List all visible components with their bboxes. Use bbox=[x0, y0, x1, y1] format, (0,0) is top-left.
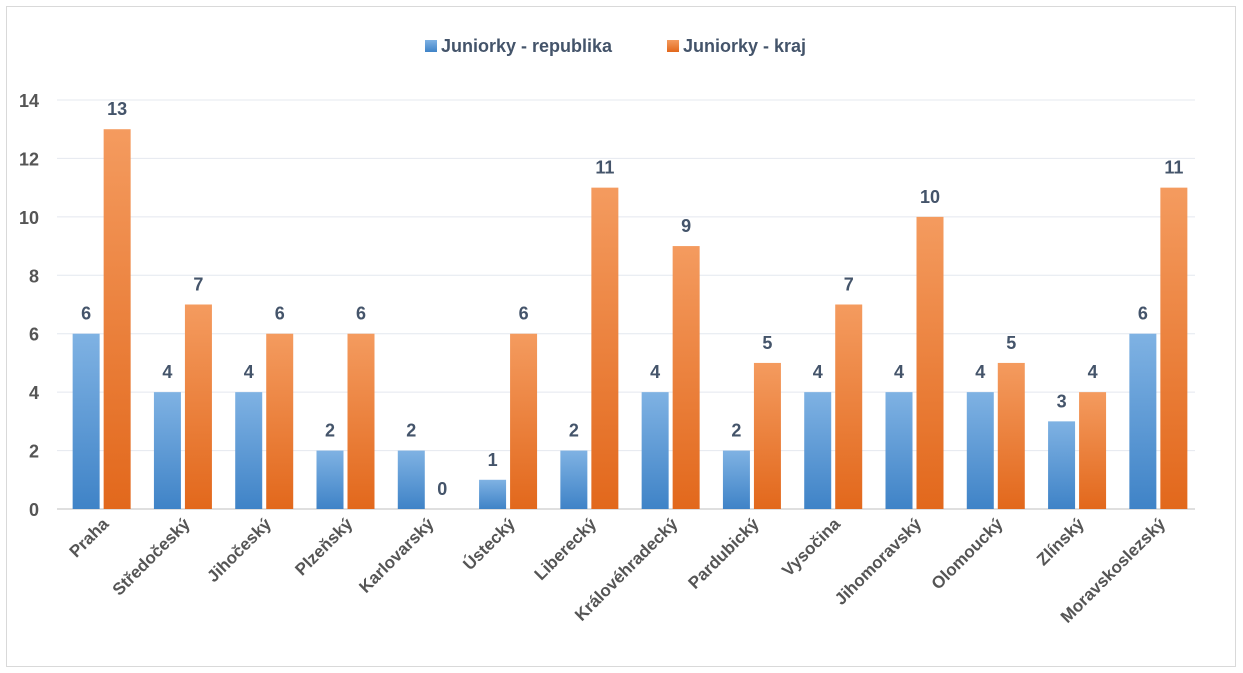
bar-republika bbox=[479, 479, 507, 509]
bar-kraj bbox=[184, 304, 212, 509]
chart-frame: 0 2 4 6 8 10 12 14 6 13 4 7 4 6 2 6 2 0 1 6 2 11 4 9 2 5 4 7 4 10 4 5 3… bbox=[6, 6, 1236, 667]
bar-republika bbox=[966, 392, 994, 509]
data-label: 1 bbox=[488, 450, 498, 470]
data-label: 4 bbox=[650, 362, 660, 382]
data-label: 6 bbox=[1138, 304, 1148, 324]
bar-republika bbox=[1129, 333, 1157, 509]
data-label: 4 bbox=[975, 362, 985, 382]
y-tick-label: 8 bbox=[29, 266, 39, 286]
bar-kraj bbox=[510, 333, 538, 509]
y-tick-label: 12 bbox=[19, 149, 39, 169]
bar-kraj bbox=[591, 187, 619, 509]
y-tick-label: 4 bbox=[29, 383, 39, 403]
data-label: 2 bbox=[406, 421, 416, 441]
legend-swatch-republika bbox=[425, 40, 437, 52]
legend-label-republika: Juniorky - republika bbox=[441, 36, 613, 56]
bar-republika bbox=[316, 450, 344, 509]
bar-kraj bbox=[1160, 187, 1188, 509]
y-tick-label: 14 bbox=[19, 91, 39, 111]
bar-kraj bbox=[753, 362, 781, 509]
x-category-label: Jihomoravský bbox=[831, 514, 926, 609]
x-category-label: Ústecký bbox=[459, 514, 519, 574]
bar-republika bbox=[804, 392, 832, 509]
data-label: 7 bbox=[193, 275, 203, 295]
y-tick-label: 2 bbox=[29, 442, 39, 462]
data-label: 11 bbox=[595, 158, 614, 178]
bar-kraj bbox=[103, 129, 131, 509]
data-label: 4 bbox=[894, 362, 904, 382]
y-tick-label: 10 bbox=[19, 208, 39, 228]
bar-kraj bbox=[672, 246, 700, 510]
legend-label-kraj: Juniorky - kraj bbox=[683, 36, 806, 56]
data-label: 2 bbox=[569, 421, 579, 441]
data-label: 4 bbox=[162, 362, 172, 382]
bar-republika bbox=[72, 333, 100, 509]
data-label: 6 bbox=[519, 304, 529, 324]
x-category-label: Pardubický bbox=[685, 514, 764, 593]
y-tick-label: 0 bbox=[29, 500, 39, 520]
x-category-label: Liberecký bbox=[531, 514, 601, 584]
data-label: 2 bbox=[325, 421, 335, 441]
data-label: 6 bbox=[81, 304, 91, 324]
legend: Juniorky - republika Juniorky - kraj bbox=[425, 36, 806, 56]
bar-kraj bbox=[997, 362, 1025, 509]
x-category-label: Jihočeský bbox=[203, 514, 275, 586]
bar-kraj bbox=[347, 333, 375, 509]
x-category-label: Praha bbox=[66, 514, 113, 561]
x-category-label: Plzeňský bbox=[291, 514, 356, 579]
x-category-label: Olomoucký bbox=[928, 514, 1007, 593]
data-label: 4 bbox=[1088, 362, 1098, 382]
data-labels: 6 13 4 7 4 6 2 6 2 0 1 6 2 11 4 9 2 5 4 7 4 10 4 5 3 4 6 11 bbox=[81, 99, 1183, 499]
bar-republika bbox=[722, 450, 750, 509]
data-label: 0 bbox=[437, 479, 447, 499]
data-label: 5 bbox=[762, 333, 772, 353]
bar-republika bbox=[397, 450, 425, 509]
x-category-label: Vysočina bbox=[778, 514, 844, 580]
bar-kraj bbox=[916, 216, 944, 509]
bar-republika bbox=[885, 392, 913, 509]
bar-chart: 0 2 4 6 8 10 12 14 6 13 4 7 4 6 2 6 2 0 1 6 2 11 4 9 2 5 4 7 4 10 4 5 3… bbox=[19, 36, 1195, 627]
bar-republika bbox=[641, 392, 669, 509]
data-label: 13 bbox=[107, 99, 127, 119]
bar-republika bbox=[560, 450, 588, 509]
bar-kraj bbox=[1079, 392, 1107, 509]
data-label: 7 bbox=[844, 275, 854, 295]
x-category-label: Karlovarský bbox=[355, 514, 438, 597]
bars bbox=[72, 129, 1188, 510]
data-label: 3 bbox=[1057, 391, 1067, 411]
y-axis-ticks: 0 2 4 6 8 10 12 14 bbox=[19, 91, 39, 520]
x-category-label: Středočeský bbox=[109, 514, 194, 599]
bar-kraj bbox=[266, 333, 294, 509]
data-label: 10 bbox=[920, 187, 940, 207]
x-category-label: Zlínský bbox=[1033, 514, 1088, 569]
y-tick-label: 6 bbox=[29, 325, 39, 345]
data-label: 2 bbox=[731, 421, 741, 441]
data-label: 6 bbox=[356, 304, 366, 324]
data-label: 11 bbox=[1164, 158, 1183, 178]
data-label: 4 bbox=[244, 362, 254, 382]
data-label: 9 bbox=[681, 216, 691, 236]
data-label: 4 bbox=[813, 362, 823, 382]
bar-republika bbox=[235, 392, 263, 509]
legend-swatch-kraj bbox=[667, 40, 679, 52]
data-label: 5 bbox=[1006, 333, 1016, 353]
bar-republika bbox=[1048, 421, 1076, 509]
data-label: 6 bbox=[275, 304, 285, 324]
bar-republika bbox=[153, 392, 181, 509]
bar-kraj bbox=[835, 304, 863, 509]
